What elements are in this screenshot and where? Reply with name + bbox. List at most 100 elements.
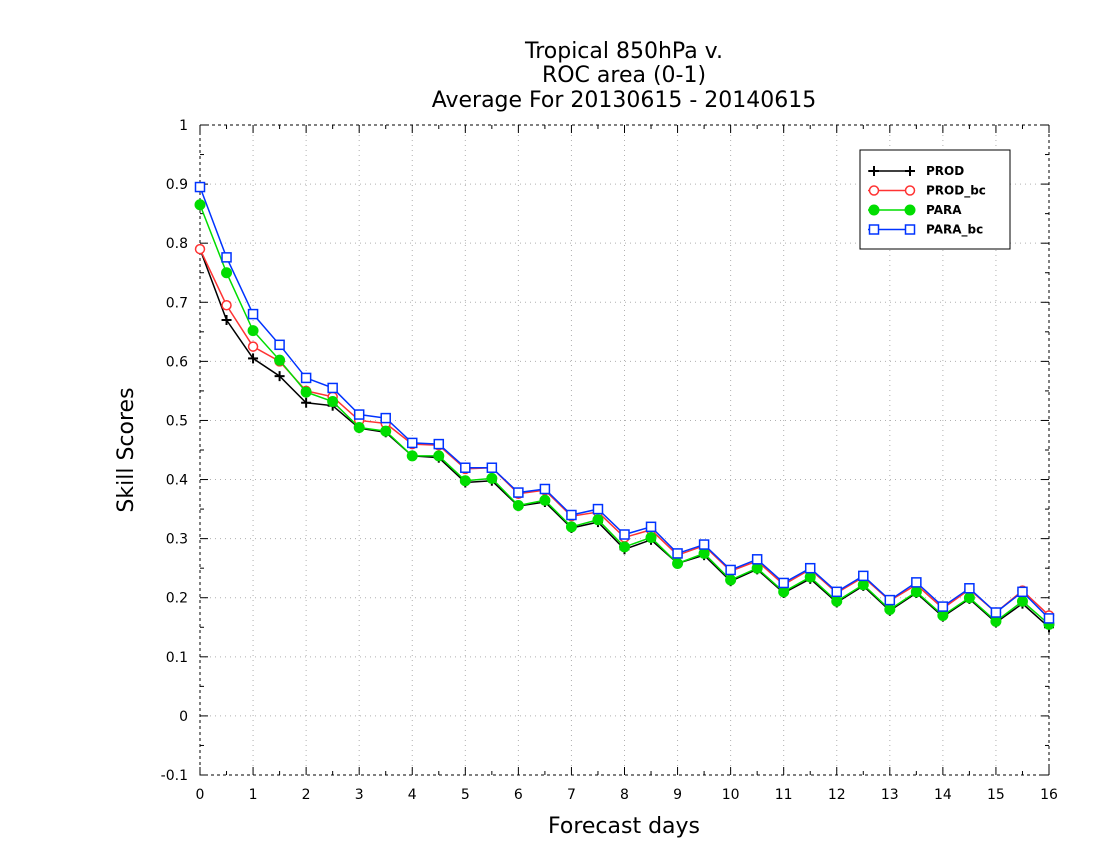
- grid-lines: [200, 125, 1049, 775]
- x-tick-label: 8: [620, 787, 629, 803]
- x-tick-label: 6: [514, 787, 523, 803]
- legend-entry-prod: PROD: [868, 164, 964, 178]
- data-point-para: [619, 541, 630, 553]
- legend-marker-para: [868, 204, 880, 216]
- legend-marker-para-bc: [868, 224, 880, 235]
- series-para-bc: [194, 181, 1055, 624]
- data-point-para-bc: [725, 564, 736, 576]
- data-point-para: [884, 604, 896, 616]
- data-point-para: [194, 199, 206, 211]
- data-point-para: [645, 531, 657, 543]
- data-point-prod-bc: [221, 299, 232, 311]
- data-point-para-bc: [1043, 613, 1055, 624]
- y-tick-label: -0.1: [161, 768, 188, 784]
- x-tick-label: 15: [987, 787, 1005, 803]
- data-point-para: [512, 500, 524, 512]
- data-point-para: [672, 557, 684, 569]
- data-point-para: [910, 586, 922, 598]
- data-point-prod: [221, 315, 232, 325]
- series-para: [194, 199, 1055, 630]
- data-point-para: [698, 547, 710, 559]
- data-point-para: [353, 422, 365, 434]
- data-point-para-bc: [407, 437, 418, 449]
- data-point-para: [592, 514, 604, 526]
- data-point-para-bc: [353, 409, 365, 420]
- y-axis-label: Skill Scores: [114, 387, 139, 512]
- x-tick-label: 2: [302, 787, 311, 803]
- x-tick-label: 0: [196, 787, 205, 803]
- data-point-para-bc: [247, 308, 259, 320]
- y-tick-label: 0.2: [166, 591, 188, 607]
- data-point-prod-bc: [247, 341, 259, 352]
- data-point-para-bc: [513, 487, 524, 498]
- x-tick-label: 12: [828, 787, 846, 803]
- data-point-para-bc: [990, 607, 1002, 618]
- data-point-para-bc: [751, 554, 763, 565]
- data-point-para-bc: [380, 412, 391, 424]
- x-tick-label: 10: [722, 787, 740, 803]
- legend-marker-prod: [905, 166, 915, 176]
- y-tick-label: 0.7: [166, 295, 188, 311]
- series-group: [194, 181, 1055, 633]
- x-tick-label: 5: [461, 787, 470, 803]
- data-point-para-bc: [460, 462, 471, 473]
- legend-marker-para-bc: [904, 224, 916, 235]
- x-tick-label: 3: [355, 787, 364, 803]
- y-tick-label: 0.6: [166, 354, 188, 370]
- data-point-para: [300, 386, 312, 398]
- data-point-para: [831, 595, 843, 607]
- x-tick-label: 9: [673, 787, 682, 803]
- data-point-para: [857, 579, 869, 591]
- data-point-para-bc: [539, 483, 551, 495]
- chart-title-line-1: Tropical 850hPa v.: [524, 39, 723, 64]
- y-tick-label: 0.8: [166, 236, 188, 252]
- x-tick-label: 14: [934, 787, 952, 803]
- x-tick-label: 1: [249, 787, 258, 803]
- x-axis-label: Forecast days: [548, 814, 700, 839]
- data-point-para-bc: [566, 509, 577, 521]
- y-tick-label: 0.3: [166, 532, 188, 548]
- data-point-para: [565, 521, 577, 533]
- data-point-para: [221, 267, 233, 279]
- data-point-para-bc: [327, 382, 338, 394]
- data-point-prod: [301, 397, 312, 408]
- data-point-prod: [248, 353, 259, 364]
- data-point-para: [725, 574, 737, 586]
- y-tick-label: 0: [179, 709, 188, 725]
- data-point-para-bc: [592, 503, 604, 515]
- data-point-prod-bc: [194, 243, 206, 255]
- data-point-para-bc: [619, 529, 630, 540]
- data-point-para: [937, 609, 949, 621]
- data-point-para: [406, 450, 418, 462]
- chart-title-line-2: ROC area (0-1): [542, 63, 706, 88]
- legend: PROD PROD_bc PARA PARA_bc: [859, 149, 1011, 250]
- data-point-para: [327, 396, 339, 408]
- data-point-para-bc: [486, 462, 498, 473]
- legend-entry-para: PARA: [868, 203, 962, 217]
- legend-entry-prod-bc: PROD_bc: [868, 184, 986, 199]
- legend-marker-prod-bc: [868, 185, 880, 196]
- data-point-para: [778, 586, 790, 598]
- legend-marker-para: [904, 204, 916, 216]
- data-point-para: [1016, 595, 1028, 607]
- data-point-para-bc: [698, 539, 710, 550]
- data-point-para: [433, 450, 445, 462]
- data-point-para-bc: [300, 372, 312, 384]
- data-point-para-bc: [672, 548, 683, 559]
- legend-label-prod: PROD: [926, 164, 964, 178]
- data-point-para-bc: [778, 577, 789, 589]
- y-tick-label: 0.5: [166, 413, 188, 429]
- legend-box: [859, 149, 1011, 250]
- legend-label-para: PARA: [926, 203, 962, 217]
- data-point-para-bc: [937, 601, 949, 612]
- data-point-para: [274, 354, 286, 366]
- data-point-para: [963, 592, 975, 604]
- data-point-para-bc: [1017, 586, 1028, 598]
- legend-entry-para-bc: PARA_bc: [868, 223, 983, 238]
- data-point-para-bc: [964, 583, 975, 594]
- data-point-para: [247, 325, 259, 337]
- legend-label-para-bc: PARA_bc: [926, 223, 983, 238]
- legend-marker-prod-bc: [904, 185, 916, 196]
